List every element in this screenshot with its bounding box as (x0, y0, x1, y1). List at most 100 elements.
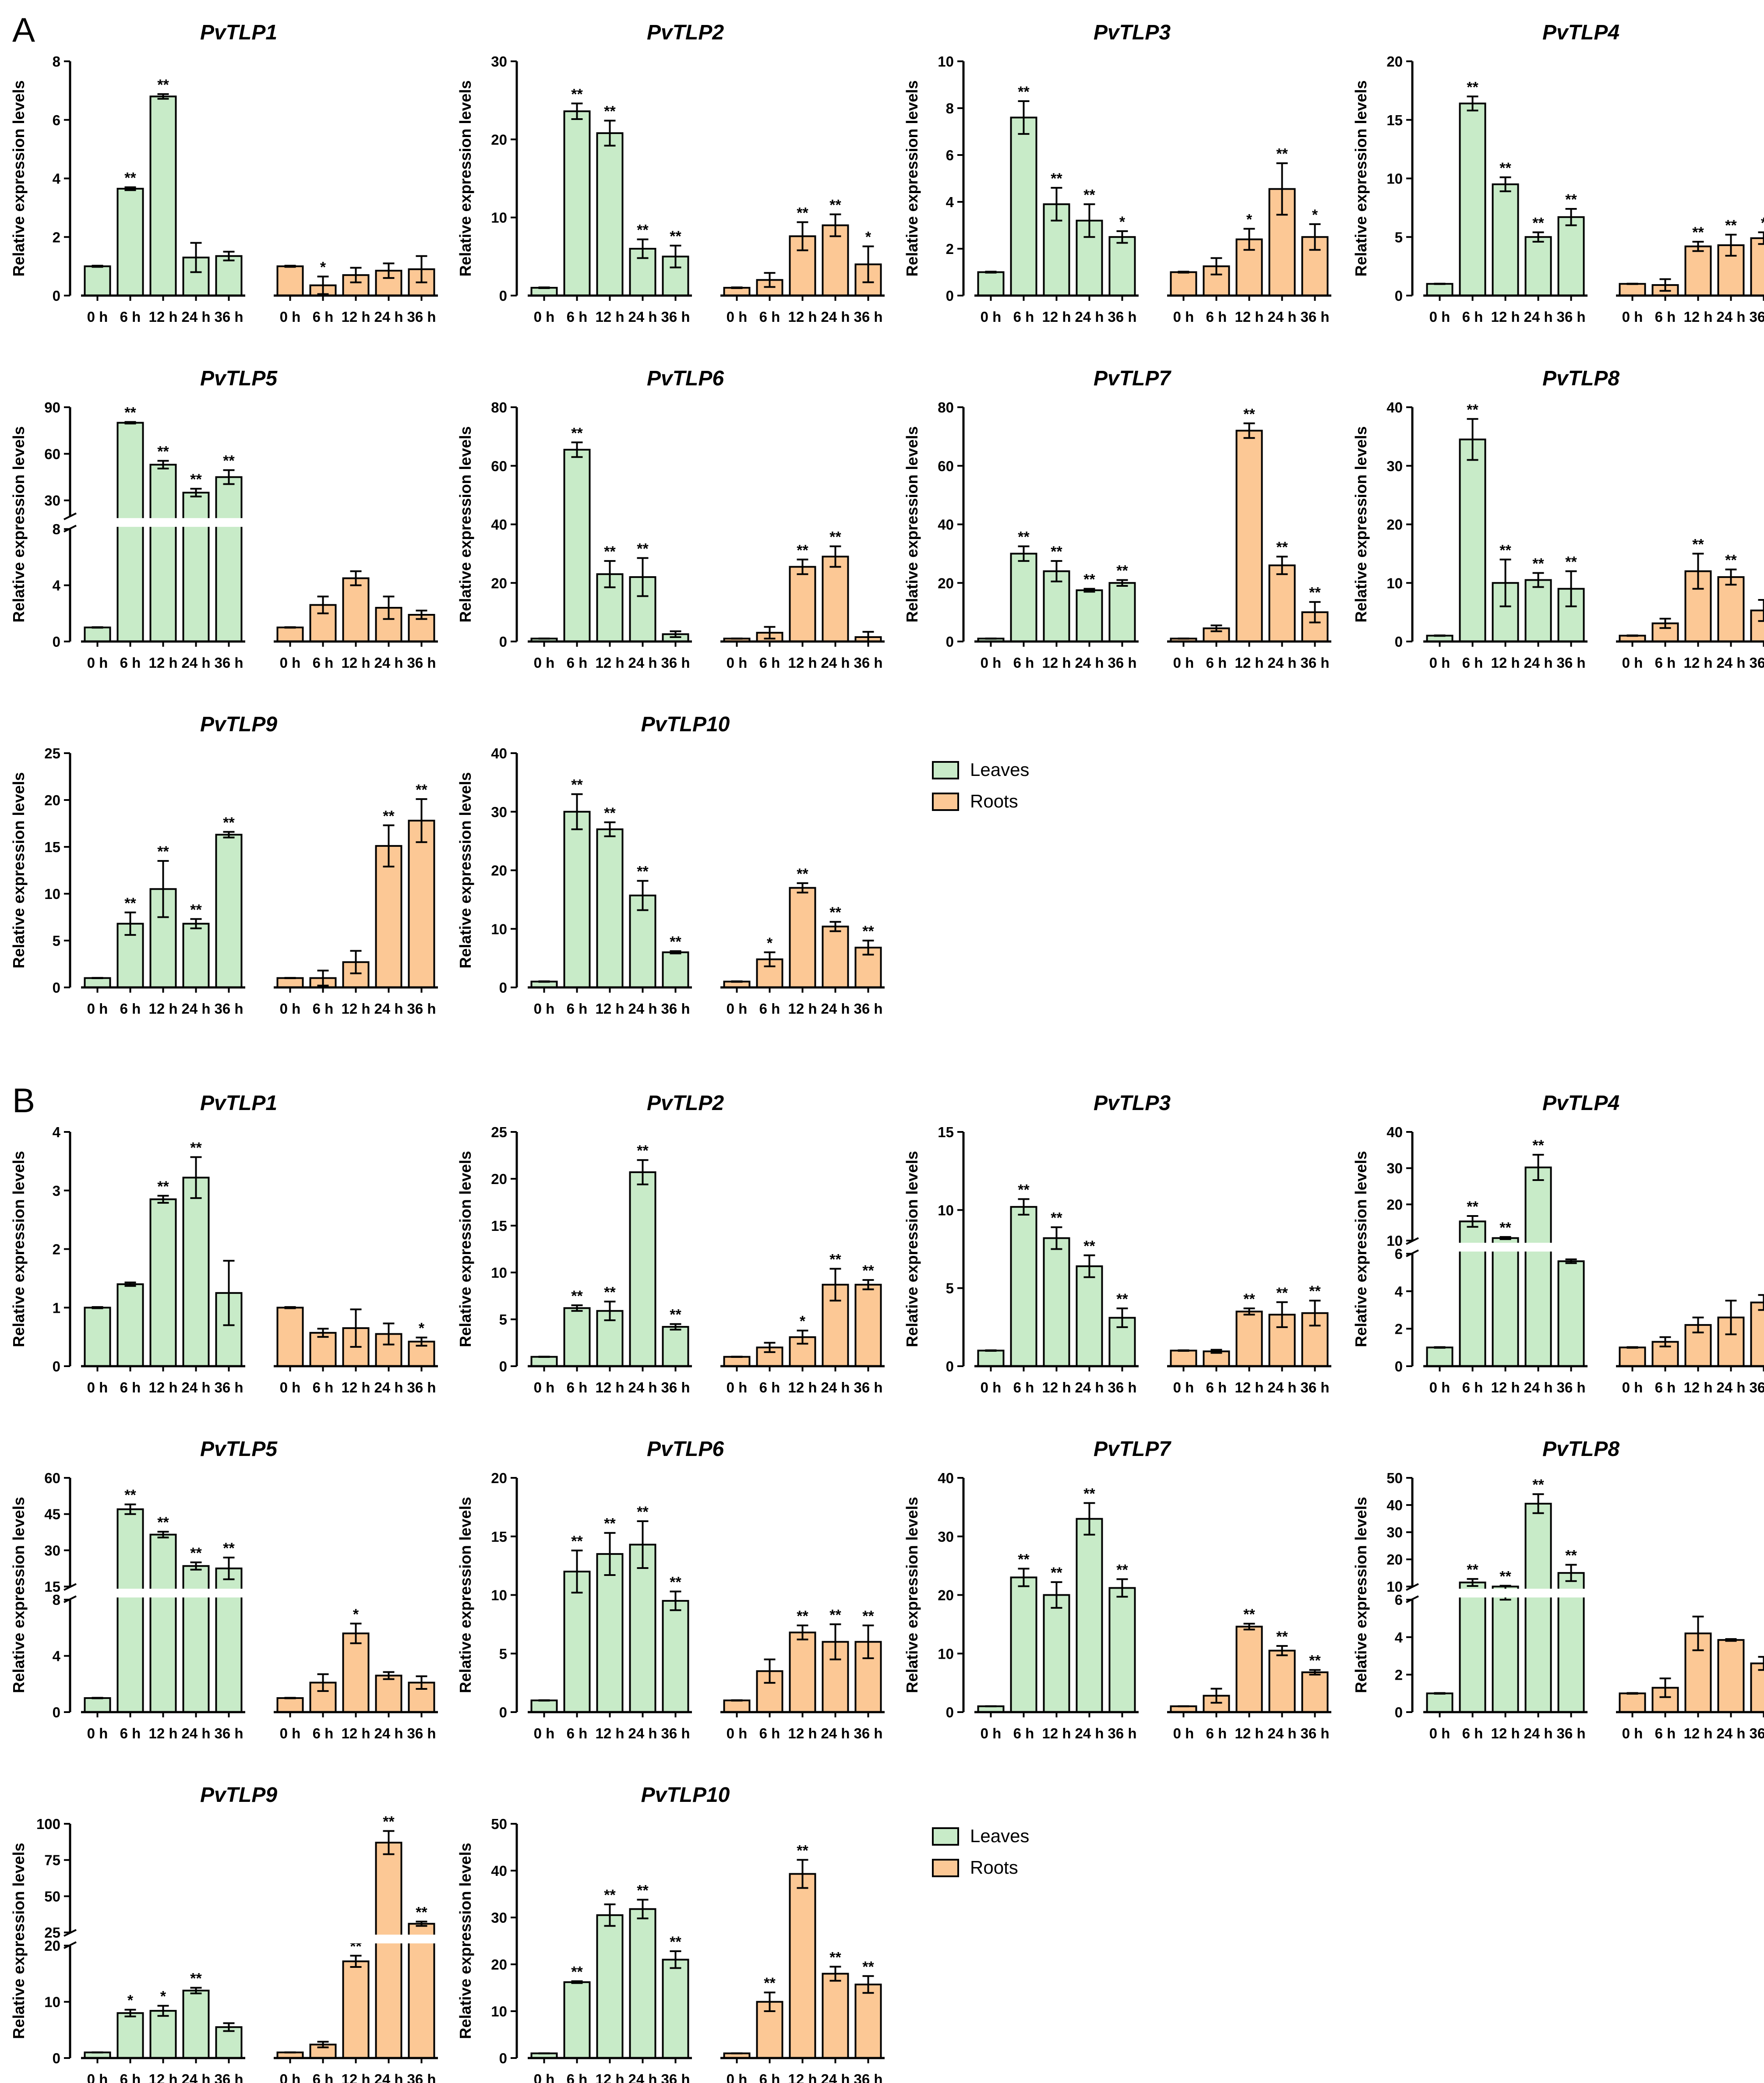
x-tick-label-roots: 12 h (1235, 655, 1263, 671)
significance-mark-roots: ** (829, 1607, 841, 1623)
significance-mark-leaves: ** (124, 405, 136, 421)
axis-break-mark (64, 512, 77, 520)
bar-leaves (1108, 1587, 1136, 1713)
chart-title: PvTLP8 (1542, 1438, 1619, 1461)
x-tick-label-roots: 24 h (1267, 309, 1296, 325)
y-tick-label: 0 (946, 288, 954, 304)
x-tick-label-leaves: 0 h (1429, 1725, 1450, 1741)
x-tick-label-roots: 6 h (1655, 1725, 1676, 1741)
x-tick-label-leaves: 36 h (1556, 1379, 1585, 1396)
y-axis-label: Relative expression levels (10, 80, 28, 276)
bar-leaves (116, 1508, 144, 1713)
significance-mark-leaves: ** (1018, 84, 1030, 100)
y-axis-label: Relative expression levels (10, 772, 28, 968)
x-tick-label-leaves: 6 h (120, 1379, 141, 1396)
legend-swatch-leaves (932, 761, 959, 779)
significance-mark-roots: ** (1276, 1628, 1288, 1645)
y-axis-label: Relative expression levels (10, 1843, 28, 2039)
significance-mark-leaves: ** (1018, 529, 1030, 546)
y-axis-label: Relative expression levels (456, 1843, 474, 2039)
significance-mark-roots: ** (829, 904, 841, 921)
x-tick-label-roots: 12 h (788, 309, 817, 325)
bar-leaves (182, 492, 210, 642)
x-tick-label-leaves: 0 h (87, 1001, 108, 1017)
y-tick-label: 0 (499, 980, 507, 996)
significance-mark-leaves: ** (637, 1882, 649, 1899)
x-tick-label-roots: 6 h (759, 1725, 780, 1741)
y-tick-label: 2 (946, 241, 954, 257)
x-tick-label-roots: 12 h (1235, 309, 1263, 325)
significance-mark-roots: * (1312, 207, 1318, 223)
y-tick-label: 2 (53, 1241, 60, 1258)
y-tick-label: 4 (53, 171, 61, 187)
axis-break-gap (64, 518, 445, 527)
x-tick-label-leaves: 36 h (1556, 1725, 1585, 1741)
y-tick-label: 10 (938, 53, 954, 70)
significance-mark-leaves: ** (670, 1934, 681, 1950)
x-tick-label-leaves: 0 h (981, 309, 1002, 325)
significance-mark-roots: ** (1243, 1291, 1255, 1308)
bar-leaves (629, 1544, 656, 1713)
significance-mark-leaves: * (160, 1988, 166, 2005)
x-tick-label-leaves: 0 h (981, 1379, 1002, 1396)
bar-leaves (1426, 1346, 1454, 1367)
x-tick-label-roots: 12 h (1683, 655, 1712, 671)
bar-leaves (1459, 102, 1486, 297)
y-tick-label: 20 (491, 131, 507, 148)
y-tick-label: 15 (1387, 112, 1403, 128)
x-tick-label-leaves: 36 h (661, 1001, 690, 1017)
significance-mark-leaves: ** (1532, 215, 1544, 232)
bar-roots (1301, 1671, 1329, 1713)
y-tick-label: 20 (1387, 1196, 1403, 1212)
bar-leaves (1108, 582, 1136, 642)
significance-mark-leaves: ** (1467, 1561, 1478, 1578)
x-tick-label-roots: 12 h (1683, 309, 1712, 325)
chart-title: PvTLP6 (647, 367, 724, 390)
y-axis-label: Relative expression levels (1352, 1151, 1370, 1347)
bar-leaves (1524, 579, 1552, 642)
significance-mark-leaves: ** (124, 170, 136, 187)
chart-title: PvTLP8 (1542, 367, 1619, 390)
significance-mark-roots: ** (1725, 552, 1737, 568)
bar-leaves (629, 1171, 656, 1368)
x-tick-label-roots: 6 h (313, 655, 334, 671)
y-axis-label: Relative expression levels (456, 426, 474, 622)
significance-mark-leaves: ** (1018, 1181, 1030, 1198)
x-tick-label-roots: 24 h (374, 1379, 403, 1396)
y-tick-label: 5 (1395, 229, 1403, 245)
bar-leaves (1557, 216, 1585, 296)
bar-leaves (563, 811, 591, 988)
significance-mark-roots: ** (1243, 406, 1255, 423)
significance-mark-leaves: ** (571, 1964, 583, 1981)
significance-mark-leaves: ** (157, 443, 169, 460)
x-tick-label-leaves: 12 h (148, 1379, 177, 1396)
x-tick-label-roots: 36 h (854, 309, 882, 325)
x-tick-label-roots: 0 h (1173, 309, 1194, 325)
significance-mark-roots: ** (797, 204, 808, 221)
chart-title: PvTLP6 (647, 1438, 724, 1461)
y-tick-label: 0 (1395, 634, 1403, 650)
x-tick-label-leaves: 0 h (87, 2071, 108, 2083)
significance-mark-roots: ** (829, 1251, 841, 1268)
bar-leaves (1076, 1265, 1103, 1368)
significance-mark-leaves: ** (1532, 1137, 1544, 1154)
x-tick-label-leaves: 36 h (1556, 655, 1585, 671)
significance-mark-leaves: ** (670, 934, 681, 950)
chart-title: PvTLP9 (200, 1783, 277, 1807)
x-tick-label-leaves: 36 h (661, 2071, 690, 2083)
y-tick-label: 15 (938, 1124, 954, 1140)
bar-leaves (629, 1908, 656, 2059)
legend-label-leaves: Leaves (970, 759, 1029, 780)
x-tick-label-leaves: 0 h (87, 1379, 108, 1396)
x-tick-label-roots: 12 h (788, 655, 817, 671)
x-tick-label-leaves: 24 h (628, 1725, 657, 1741)
x-tick-label-leaves: 12 h (148, 655, 177, 671)
significance-mark-leaves: ** (190, 471, 202, 488)
bar-roots (723, 1699, 751, 1713)
bar-roots (1235, 430, 1263, 642)
x-tick-label-leaves: 12 h (148, 2071, 177, 2083)
chart-pvtlp3-b: PvTLP3 Relative expression levels ** ** ** **… (903, 1092, 1331, 1396)
chart-title: PvTLP7 (1094, 367, 1171, 390)
y-tick-label: 10 (1387, 171, 1403, 187)
